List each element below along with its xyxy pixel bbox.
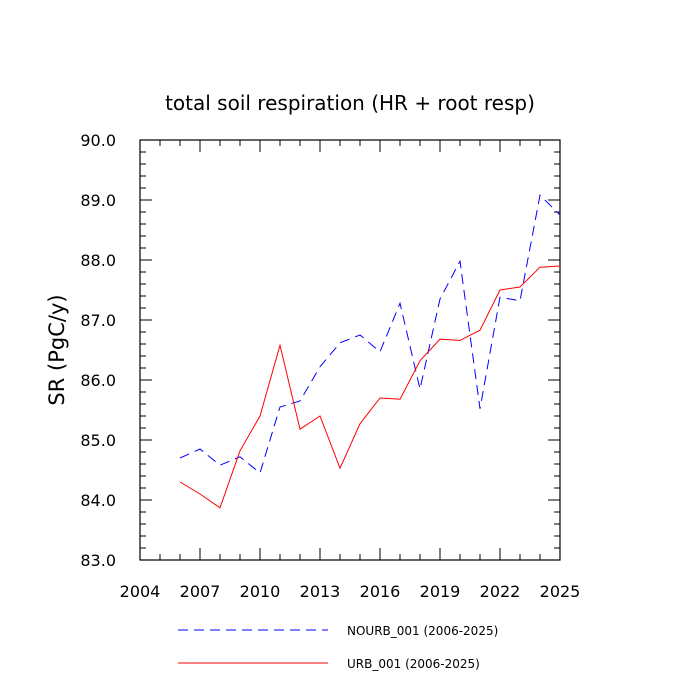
x-tick-label: 2016 <box>360 582 401 601</box>
y-tick-label: 87.0 <box>80 311 116 330</box>
y-tick-label: 85.0 <box>80 431 116 450</box>
x-tick-label: 2010 <box>240 582 281 601</box>
plot-frame <box>139 139 561 561</box>
y-tick-label: 86.0 <box>80 371 116 390</box>
chart-title: total soil respiration (HR + root resp) <box>165 91 535 115</box>
y-axis-label: SR (PgC/y) <box>45 294 69 405</box>
series-1-point <box>519 299 522 302</box>
y-tick-label: 89.0 <box>80 191 116 210</box>
legend-label-1: NOURB_001 (2006-2025) <box>347 624 498 638</box>
y-tick-label: 90.0 <box>80 131 116 150</box>
legend-label-2: URB_001 (2006-2025) <box>347 657 480 671</box>
y-tick-label: 84.0 <box>80 491 116 510</box>
series-line-1 <box>179 194 561 474</box>
x-tick-label: 2025 <box>540 582 581 601</box>
series-1-point <box>419 388 422 391</box>
x-tick-label: 2013 <box>300 582 341 601</box>
x-tick-label: 2004 <box>120 582 161 601</box>
y-tick-label: 88.0 <box>80 251 116 270</box>
x-tick-label: 2022 <box>480 582 521 601</box>
x-tick-label: 2007 <box>180 582 221 601</box>
y-tick-label: 83.0 <box>80 551 116 570</box>
x-tick-label: 2019 <box>420 582 461 601</box>
series-line-2 <box>179 265 561 509</box>
